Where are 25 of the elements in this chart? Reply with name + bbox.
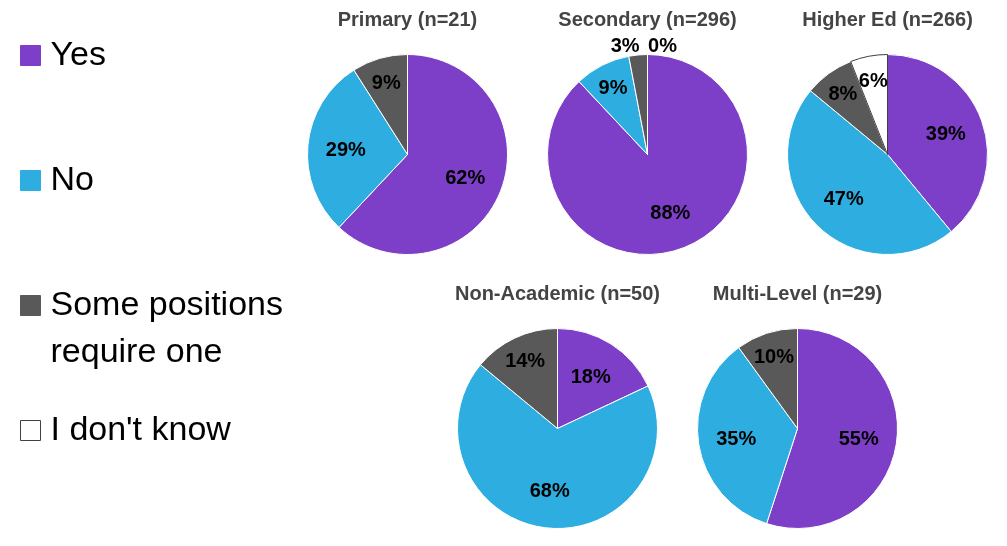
data-label: 29% bbox=[325, 137, 367, 160]
data-label: 39% bbox=[925, 122, 967, 145]
chart-title: Primary (n=21) bbox=[337, 7, 478, 30]
text: 0% bbox=[648, 33, 677, 56]
data-label: 35% bbox=[716, 427, 757, 450]
data-label: 14% bbox=[505, 348, 546, 371]
data-label: 10% bbox=[754, 345, 795, 368]
data-label: 8% bbox=[828, 82, 858, 105]
data-label: 9% bbox=[598, 75, 628, 98]
data-label: 88% bbox=[650, 201, 691, 224]
legend-label: No bbox=[50, 158, 94, 197]
legend-label: I don't know bbox=[50, 408, 232, 447]
data-label: 68% bbox=[529, 479, 570, 502]
data-label: 55% bbox=[838, 427, 879, 450]
data-label: 3% bbox=[610, 33, 640, 56]
data-label: 18% bbox=[570, 365, 611, 388]
legend-label: Yes bbox=[50, 33, 106, 72]
legend-label: Some positions require one bbox=[50, 283, 283, 369]
data-label: 47% bbox=[823, 187, 864, 210]
chart-title: Non-Academic (n=50) bbox=[454, 281, 661, 304]
chart-title: Secondary (n=296) bbox=[558, 7, 737, 30]
data-label: 62% bbox=[445, 166, 486, 189]
chart-title: Multi-Level (n=29) bbox=[712, 281, 883, 304]
chart-title: Higher Ed (n=266) bbox=[802, 7, 973, 30]
data-label: 9% bbox=[371, 70, 401, 93]
